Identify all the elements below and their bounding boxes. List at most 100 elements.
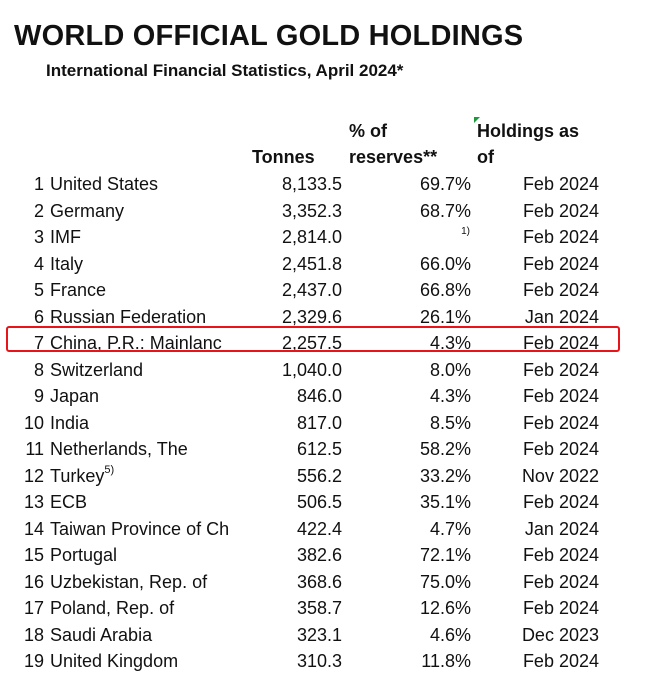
rank-cell: 1 (33, 174, 44, 194)
table-row: 6 Russian Federation 2,329.6 26.1% Jan 2024 (0, 304, 660, 331)
rank-cell: 9 (33, 386, 44, 406)
rank-cell: 3 (33, 227, 44, 247)
pct-reserves-cell: 26.1% (419, 306, 471, 327)
pct-reserves-cell: 4.7% (429, 518, 471, 539)
holdings-date-cell: Feb 2024 (522, 359, 599, 380)
table-row: 9 Japan 846.0 4.3% Feb 2024 (0, 383, 660, 410)
pct-reserves-cell: 33.2% (419, 465, 471, 486)
country-cell: Netherlands, The (50, 436, 250, 463)
rank-cell: 10 (23, 412, 44, 433)
table-row: 3 IMF 2,814.0 1) Feb 2024 (0, 224, 660, 251)
rank-cell: 5 (33, 280, 44, 300)
country-name: India (50, 412, 90, 433)
holdings-date-cell: Feb 2024 (522, 200, 599, 221)
header-pct-reserves: % of reserves** (349, 118, 437, 170)
country-name: United States (50, 174, 159, 194)
holdings-date-cell: Feb 2024 (522, 545, 599, 565)
tonnes-cell: 2,329.6 (281, 306, 342, 327)
rank-cell: 13 (23, 492, 44, 512)
country-cell: Italy (50, 251, 250, 278)
holdings-date-cell: Jan 2024 (524, 518, 599, 539)
table-row: 2 Germany 3,352.3 68.7% Feb 2024 (0, 198, 660, 225)
holdings-date-cell: Feb 2024 (522, 227, 599, 247)
country-name: United Kingdom (50, 651, 179, 671)
footnote-marker: 5) (104, 463, 115, 476)
country-cell: Poland, Rep. of (50, 595, 250, 622)
pct-reserves-cell: 68.7% (419, 200, 471, 221)
table-row: 19 United Kingdom 310.3 11.8% Feb 2024 (0, 648, 660, 675)
country-cell: France (50, 277, 250, 304)
country-cell: Saudi Arabia (50, 622, 250, 649)
holdings-date-cell: Jan 2024 (524, 306, 599, 327)
holdings-date-cell: Feb 2024 (522, 280, 599, 300)
rank-cell: 14 (23, 518, 44, 539)
tonnes-cell: 382.6 (296, 545, 342, 565)
country-name: Saudi Arabia (50, 624, 153, 645)
table-row: 18 Saudi Arabia 323.1 4.6% Dec 2023 (0, 622, 660, 649)
country-name: China, P.R.: Mainlanc (50, 333, 222, 353)
rank-cell: 4 (33, 253, 44, 274)
header-holdings-line1: Holdings as (477, 121, 580, 141)
holdings-date-cell: Dec 2023 (521, 624, 599, 645)
tonnes-cell: 846.0 (296, 386, 342, 406)
pct-reserves-cell: 66.8% (419, 280, 471, 300)
country-cell: United States (50, 171, 250, 198)
pct-reserves-cell: 4.3% (429, 333, 471, 353)
table-row: 14 Taiwan Province of Ch 422.4 4.7% Jan 2024 (0, 516, 660, 543)
country-name: Italy (50, 253, 84, 274)
header-holdings-line2: of (477, 147, 494, 167)
country-cell: Turkey5) (50, 463, 250, 490)
pct-reserves-cell: 72.1% (419, 545, 471, 565)
holdings-date-cell: Feb 2024 (522, 386, 599, 406)
country-name: France (50, 280, 107, 300)
table-row: 10 India 817.0 8.5% Feb 2024 (0, 410, 660, 437)
country-cell: United Kingdom (50, 648, 250, 675)
country-name: Switzerland (50, 359, 144, 380)
country-name: Netherlands, The (50, 439, 188, 459)
holdings-date-cell: Nov 2022 (521, 465, 599, 486)
country-cell: ECB (50, 489, 250, 516)
country-name: ECB (50, 492, 88, 512)
table-row: 4 Italy 2,451.8 66.0% Feb 2024 (0, 251, 660, 278)
tonnes-cell: 612.5 (296, 439, 342, 459)
table-row: 7 China, P.R.: Mainlanc 2,257.5 4.3% Feb 202… (0, 330, 660, 357)
country-cell: India (50, 410, 250, 437)
pct-reserves-cell: 11.8% (421, 651, 471, 671)
cell-comment-marker (474, 117, 480, 123)
holdings-date-cell: Feb 2024 (522, 598, 599, 618)
pct-reserves-cell: 12.6% (419, 598, 471, 618)
table-row: 17 Poland, Rep. of 358.7 12.6% Feb 2024 (0, 595, 660, 622)
table-row: 1 United States 8,133.5 69.7% Feb 2024 (0, 171, 660, 198)
holdings-date-cell: Feb 2024 (522, 571, 599, 592)
pct-reserves-cell: 8.5% (429, 412, 471, 433)
rank-cell: 18 (23, 624, 44, 645)
rank-cell: 15 (23, 545, 44, 565)
holdings-date-cell: Feb 2024 (522, 412, 599, 433)
rank-cell: 8 (33, 359, 44, 380)
tonnes-cell: 8,133.5 (281, 174, 342, 194)
table-row: 11 Netherlands, The 612.5 58.2% Feb 2024 (0, 436, 660, 463)
pct-reserves-cell: 75.0% (419, 571, 471, 592)
tonnes-cell: 2,451.8 (281, 253, 342, 274)
country-cell: China, P.R.: Mainlanc (50, 330, 250, 357)
table-row: 5 France 2,437.0 66.8% Feb 2024 (0, 277, 660, 304)
holdings-date-cell: Feb 2024 (522, 651, 599, 671)
country-cell: Germany (50, 198, 250, 225)
tonnes-cell: 2,437.0 (281, 280, 342, 300)
footnote-marker: 1) (461, 226, 470, 237)
highlight-box-china (6, 326, 620, 352)
tonnes-cell: 2,814.0 (281, 227, 342, 247)
tonnes-cell: 506.5 (296, 492, 342, 512)
tonnes-cell: 817.0 (296, 412, 342, 433)
page-subtitle: International Financial Statistics, Apri… (46, 61, 404, 80)
country-cell: Taiwan Province of Ch (50, 516, 250, 543)
country-name: Taiwan Province of Ch (50, 518, 230, 539)
tonnes-cell: 2,257.5 (281, 333, 342, 353)
rank-cell: 16 (23, 571, 44, 592)
country-name: Uzbekistan, Rep. of (50, 571, 208, 592)
country-cell: Russian Federation (50, 304, 250, 331)
pct-reserves-cell: 8.0% (429, 359, 471, 380)
table-row: 8 Switzerland 1,040.0 8.0% Feb 2024 (0, 357, 660, 384)
country-name: Japan (50, 386, 100, 406)
table-row: 13 ECB 506.5 35.1% Feb 2024 (0, 489, 660, 516)
